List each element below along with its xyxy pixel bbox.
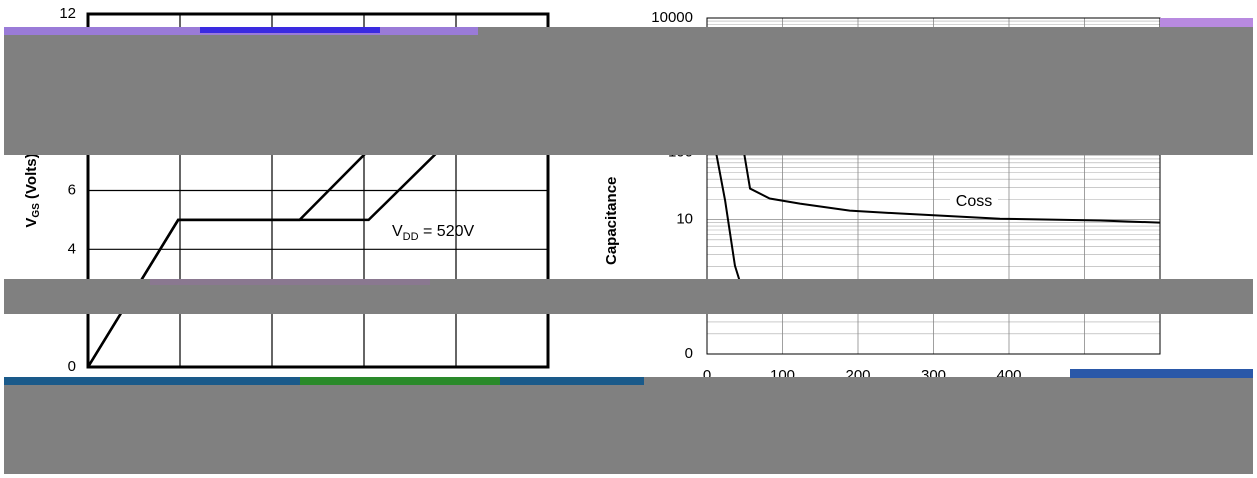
annotation: Coss [956,193,992,210]
y-axis-label-part: GS [31,203,42,218]
y-tick-label: 12 [59,5,76,22]
noise-strip [1160,18,1253,27]
series-line [86,148,442,368]
noise-strip [300,377,500,385]
y-axis-label-part: (Volts) [23,153,40,203]
y-tick-label: 0 [68,358,76,375]
y-tick-label: 10 [676,211,693,228]
y-tick-label: 0 [685,345,693,362]
annotation-part: DD [403,231,419,243]
noise-strip [200,27,380,33]
series-line [743,152,1161,224]
y-axis-label: Capacitance [603,177,620,265]
y-tick-label: 6 [68,181,76,198]
redaction-bar [4,27,1253,155]
annotation: VDD = 520V [392,223,474,243]
series-line [86,148,371,368]
annotation-part: V [392,223,403,240]
plot-frame [706,17,1161,355]
annotation-bg [950,191,998,213]
y-axis-label: VGS (Volts) [23,153,42,227]
redaction [4,18,1253,474]
y-tick-label: 10000 [651,9,693,26]
series-line [715,152,742,284]
plot-frame [86,12,550,369]
noise-strip [150,279,430,285]
redaction-bar [4,377,1253,474]
x-tick-label: 0 [703,367,711,384]
annotation-part: = 520V [419,223,475,240]
noise-strip [1070,369,1253,378]
y-tick-label: 4 [68,240,76,257]
y-axis-label-part: V [23,218,40,228]
